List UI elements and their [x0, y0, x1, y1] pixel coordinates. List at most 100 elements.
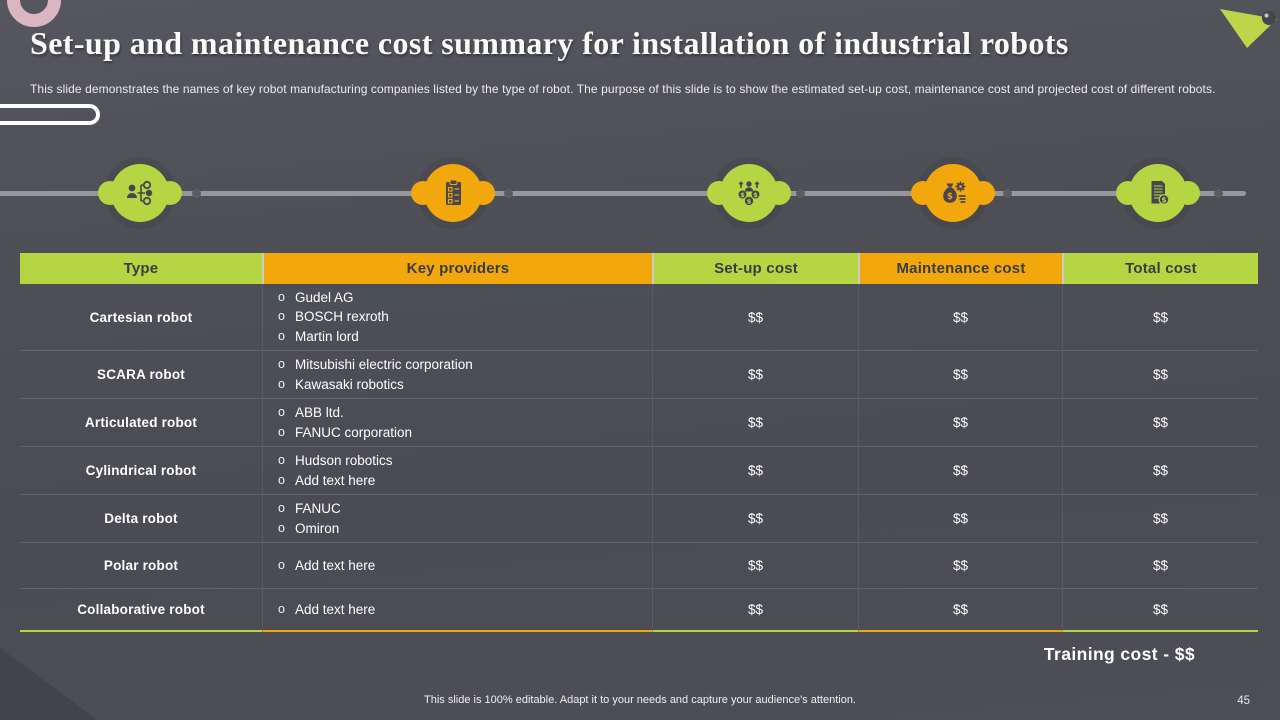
providers-cell: o Add text here — [262, 588, 652, 632]
total-cost-cell: $$ — [1062, 284, 1258, 350]
svg-text:$: $ — [1161, 195, 1166, 204]
type-cell: Polar robot — [20, 542, 262, 588]
setup-cost-cell: $$ — [652, 284, 858, 350]
page-title: Set-up and maintenance cost summary for … — [30, 25, 1069, 61]
training-cost-note: Training cost - $$ — [1043, 644, 1195, 664]
provider-item: o FANUC corporation — [276, 423, 412, 443]
svg-text:$: $ — [753, 191, 758, 199]
checklist-icon — [437, 177, 469, 209]
type-cell: Cartesian robot — [89, 309, 193, 325]
provider-name: Omiron — [295, 520, 340, 536]
bullet-marker: o — [278, 289, 285, 304]
green-triangle-decoration — [1220, 9, 1277, 48]
type-cell: Collaborative robot — [20, 588, 262, 632]
providers-cell: o ABB ltd. o FANUC corporation — [262, 398, 652, 446]
setup-cost-cell: $$ — [652, 494, 858, 542]
type-cell: Delta robot — [20, 494, 262, 542]
provider-name: Hudson robotics — [295, 453, 393, 468]
bullet-marker: o — [278, 453, 285, 467]
invoice-icon: $ — [1142, 177, 1174, 209]
provider-name: Add text here — [295, 472, 376, 488]
total-cost-cell: $$ — [1062, 398, 1258, 446]
bullet-marker: o — [278, 328, 285, 343]
provider-name: Gudel AG — [295, 289, 354, 305]
org-hierarchy-icon — [124, 177, 156, 209]
setup-cost-cell: $$ — [652, 588, 858, 632]
process-timeline: $ $ $ $ $ — [0, 160, 1280, 226]
column-header-set-up-cost: Set-up cost — [652, 253, 858, 284]
bullet-marker: o — [278, 501, 285, 515]
provider-item: o ABB ltd. — [276, 403, 344, 423]
column-header-key-providers: Key providers — [262, 253, 652, 284]
bullet-marker: o — [278, 405, 285, 419]
maintenance-cost-cell: $$ — [858, 494, 1062, 542]
provider-item: o Kawasaki robotics — [276, 375, 404, 395]
corner-triangle-decoration — [0, 648, 98, 720]
bullet-marker: o — [278, 376, 285, 391]
provider-name: Mitsubishi electric corporation — [295, 357, 473, 372]
provider-item: o Omiron — [276, 519, 339, 539]
provider-item: o Mitsubishi electric corporation — [276, 355, 473, 375]
column-header-type: Type — [20, 253, 262, 284]
checklist-icon-medallion — [411, 164, 495, 222]
org-hierarchy-icon-medallion — [98, 164, 182, 222]
total-cost-cell: $$ — [1062, 588, 1258, 632]
page-number: 45 — [1237, 695, 1250, 707]
provider-item: o FANUC — [276, 499, 341, 519]
setup-cost-cell: $$ — [652, 350, 858, 398]
setup-cost-cell: $$ — [652, 542, 858, 588]
capsule-outline-decoration — [0, 104, 100, 125]
invoice-icon-medallion: $ — [1116, 164, 1200, 222]
provider-item: o Add text here — [276, 471, 375, 491]
team-cost-icon: $ $ $ — [733, 177, 765, 209]
money-gear-icon: $ — [937, 177, 969, 209]
timeline-dot — [796, 189, 805, 198]
provider-name: Add text here — [295, 601, 376, 617]
bullet-marker: o — [278, 309, 285, 324]
timeline-dot — [1214, 189, 1223, 198]
column-header-total-cost: Total cost — [1062, 253, 1258, 284]
money-gear-icon-medallion: $ — [911, 164, 995, 222]
provider-item: o Add text here — [276, 600, 375, 620]
type-cell: SCARA robot — [20, 350, 262, 398]
provider-name: Add text here — [295, 557, 376, 573]
type-cell: Cylindrical robot — [20, 446, 262, 494]
provider-name: Martin lord — [295, 328, 359, 344]
provider-item: o Add text here — [276, 556, 375, 576]
provider-name: ABB ltd. — [295, 405, 344, 420]
bullet-marker: o — [278, 424, 285, 439]
total-cost-cell: $$ — [1062, 350, 1258, 398]
provider-name: Kawasaki robotics — [295, 376, 404, 392]
timeline-dot — [192, 189, 201, 198]
column-header-maintenance-cost: Maintenance cost — [858, 253, 1062, 284]
maintenance-cost-cell: $$ — [858, 398, 1062, 446]
svg-text:$: $ — [947, 192, 953, 202]
setup-cost-cell: $$ — [652, 446, 858, 494]
total-cost-cell: $$ — [1062, 494, 1258, 542]
svg-text:$: $ — [740, 191, 745, 199]
timeline-line — [0, 191, 1246, 196]
provider-item: o Gudel AG — [276, 288, 354, 308]
providers-cell: o Mitsubishi electric corporation o Kawasak… — [262, 350, 652, 398]
providers-cell: o Hudson robotics o Add text here — [262, 446, 652, 494]
total-cost-cell: $$ — [1062, 446, 1258, 494]
pink-ring-decoration — [7, 0, 61, 27]
maintenance-cost-cell: $$ — [858, 284, 1062, 350]
bullet-marker: o — [278, 557, 285, 572]
providers-cell: o Add text here — [262, 542, 652, 588]
cost-summary-table: Type Key providers Set-up cost Maintenance … — [20, 253, 1258, 632]
timeline-dot — [504, 189, 513, 198]
maintenance-cost-cell: $$ — [858, 588, 1062, 632]
slide-subtitle: This slide demonstrates the names of key… — [30, 82, 1216, 96]
maintenance-cost-cell: $$ — [858, 446, 1062, 494]
footer-note: This slide is 100% editable. Adapt it to… — [424, 694, 856, 706]
bullet-marker: o — [278, 520, 285, 535]
total-cost-cell: $$ — [1062, 542, 1258, 588]
bullet-marker: o — [278, 357, 285, 371]
provider-name: FANUC — [295, 501, 341, 516]
timeline-dot — [1003, 189, 1012, 198]
provider-name: BOSCH rexroth — [295, 309, 389, 325]
provider-name: FANUC corporation — [295, 424, 413, 440]
maintenance-cost-cell: $$ — [858, 350, 1062, 398]
